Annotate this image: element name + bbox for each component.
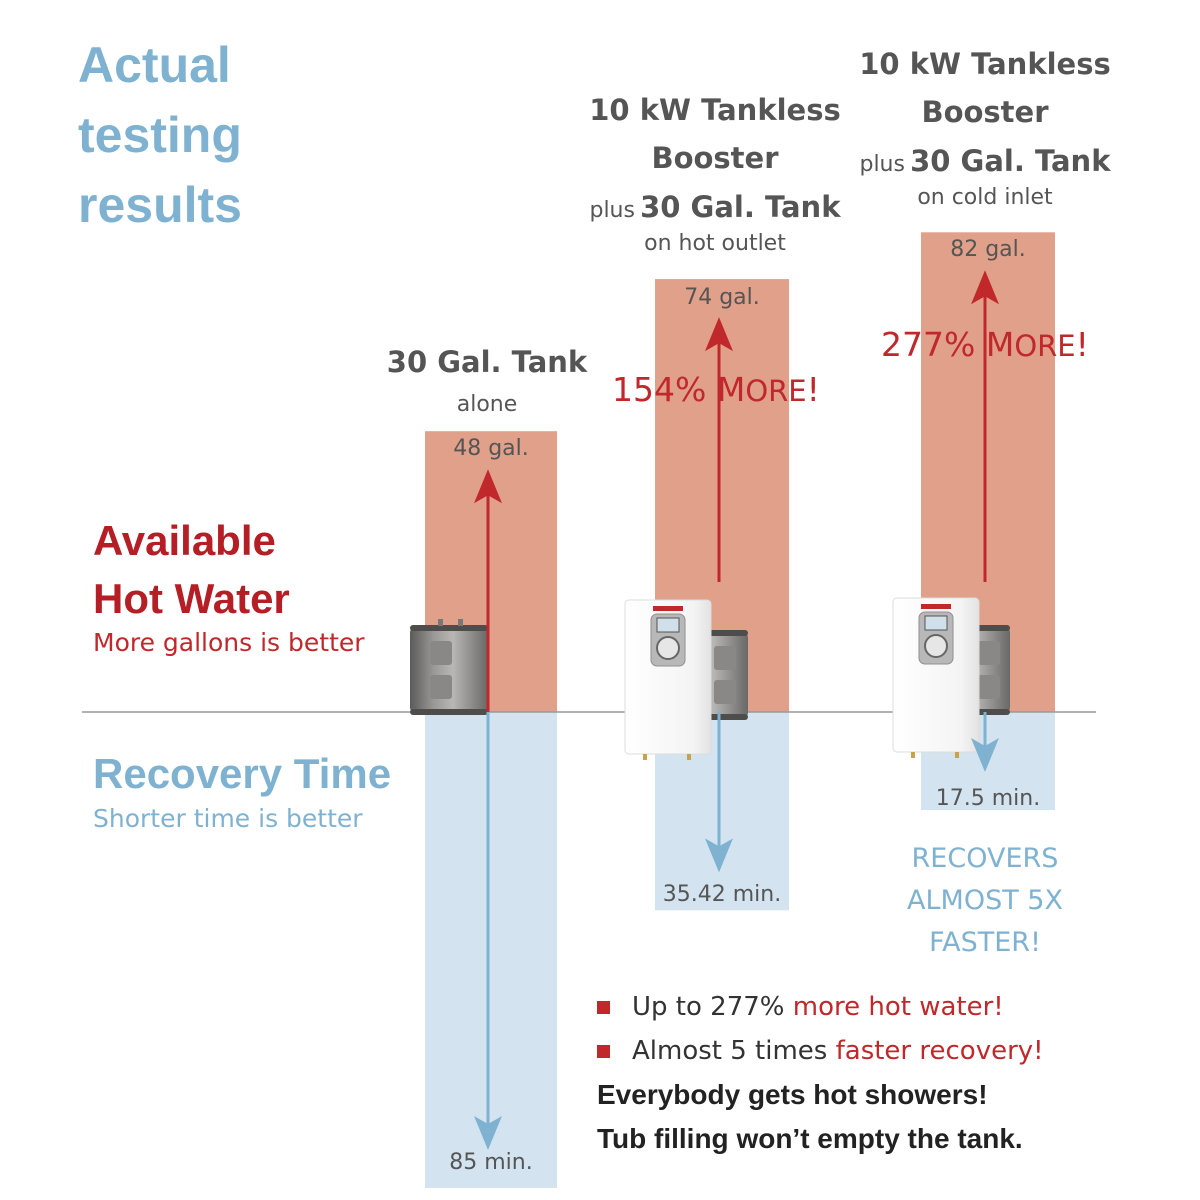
recovery-time-label: Recovery Time bbox=[93, 750, 392, 797]
pct-value-2: 154% bbox=[612, 370, 707, 409]
time-label-1: 85 min. bbox=[449, 1150, 533, 1175]
water-tank-icon bbox=[410, 619, 488, 715]
pct-word-2b: ORE bbox=[745, 374, 807, 408]
pct-bang-3: ! bbox=[1075, 325, 1089, 364]
header-3-tank: 30 Gal. Tank bbox=[910, 144, 1111, 178]
bullet-1-highlight: more hot water! bbox=[792, 992, 1004, 1022]
header-2-note: on hot outlet bbox=[644, 231, 786, 256]
time-label-3: 17.5 min. bbox=[935, 786, 1041, 811]
pct-bang-2: ! bbox=[806, 370, 820, 409]
available-hot-water-label: Available Hot Water bbox=[93, 512, 290, 628]
pct-more-annotation-2: 154% MORE! bbox=[612, 370, 820, 409]
header-3-note: on cold inlet bbox=[917, 185, 1053, 210]
gallons-label-3: 82 gal. bbox=[950, 237, 1026, 262]
tankless-heater-icon bbox=[624, 599, 712, 760]
gallons-arrow-head bbox=[474, 469, 502, 504]
pct-word-3b: ORE bbox=[1014, 329, 1076, 363]
gallons-label-2: 74 gal. bbox=[684, 285, 760, 310]
available-sub-label: More gallons is better bbox=[93, 628, 365, 657]
title-line-1: Actual bbox=[78, 37, 231, 93]
header-3-line-1: 10 kW Tankless bbox=[859, 47, 1111, 81]
pct-value-3: 277% bbox=[881, 325, 976, 364]
recovers-faster-annotation: RECOVERS ALMOST 5X FASTER! bbox=[880, 838, 1090, 964]
gallons-arrow-head bbox=[705, 317, 733, 352]
bullet-item: Up to 277% more hot water! bbox=[597, 985, 1044, 1029]
bullet-square-icon bbox=[597, 1001, 610, 1014]
recovers-line-1: RECOVERS bbox=[911, 843, 1059, 874]
closing-line-1: Everybody gets hot showers! bbox=[597, 1079, 988, 1110]
pct-more-annotation-3: 277% MORE! bbox=[881, 325, 1089, 364]
bullet-item: Almost 5 times faster recovery! bbox=[597, 1029, 1044, 1073]
recovers-line-2: ALMOST 5X bbox=[907, 885, 1063, 916]
recovery-sub-label: Shorter time is better bbox=[93, 804, 363, 833]
tankless-heater-icon bbox=[892, 597, 980, 758]
header-2-plus: plus bbox=[589, 198, 635, 223]
recovery-arrow-head bbox=[474, 1116, 502, 1150]
available-line-2: Hot Water bbox=[93, 575, 290, 622]
recovery-arrow-head bbox=[971, 738, 999, 772]
recovery-arrow-head bbox=[705, 838, 733, 873]
header-2-tank: 30 Gal. Tank bbox=[640, 190, 841, 224]
pct-word-2a: M bbox=[716, 370, 746, 409]
chart-title: Actual testing results bbox=[78, 30, 242, 240]
column-header-3: 10 kW Tankless Booster plus 30 Gal. Tank… bbox=[855, 40, 1115, 215]
bullet-2-highlight: faster recovery! bbox=[835, 1036, 1044, 1066]
header-2-line-1: 10 kW Tankless bbox=[589, 93, 841, 127]
title-line-2: testing bbox=[78, 107, 242, 163]
closing-line-2: Tub filling won’t empty the tank. bbox=[597, 1123, 1023, 1154]
bullet-1-text: Up to 277% bbox=[632, 992, 793, 1022]
recovery-bar bbox=[425, 712, 557, 1188]
title-line-3: results bbox=[78, 177, 242, 233]
column-header-2: 10 kW Tankless Booster plus 30 Gal. Tank… bbox=[585, 86, 845, 261]
gallons-arrow-head bbox=[971, 270, 999, 305]
header-1-line-2: alone bbox=[456, 392, 518, 417]
pct-word-3a: M bbox=[985, 325, 1015, 364]
column-header-1: 30 Gal. Tank alone bbox=[370, 338, 604, 424]
bullet-square-icon bbox=[597, 1045, 610, 1058]
recovers-line-3: FASTER! bbox=[929, 927, 1041, 958]
time-label-2: 35.42 min. bbox=[662, 882, 782, 907]
benefits-list: Up to 277% more hot water! Almost 5 time… bbox=[597, 985, 1044, 1161]
header-3-line-2: Booster bbox=[921, 95, 1049, 129]
header-2-line-2: Booster bbox=[651, 141, 779, 175]
gallons-label-1: 48 gal. bbox=[453, 436, 529, 461]
available-line-1: Available bbox=[93, 517, 276, 564]
header-3-plus: plus bbox=[859, 152, 905, 177]
header-1-line-1: 30 Gal. Tank bbox=[386, 345, 588, 379]
bullet-2-text: Almost 5 times bbox=[632, 1036, 836, 1066]
